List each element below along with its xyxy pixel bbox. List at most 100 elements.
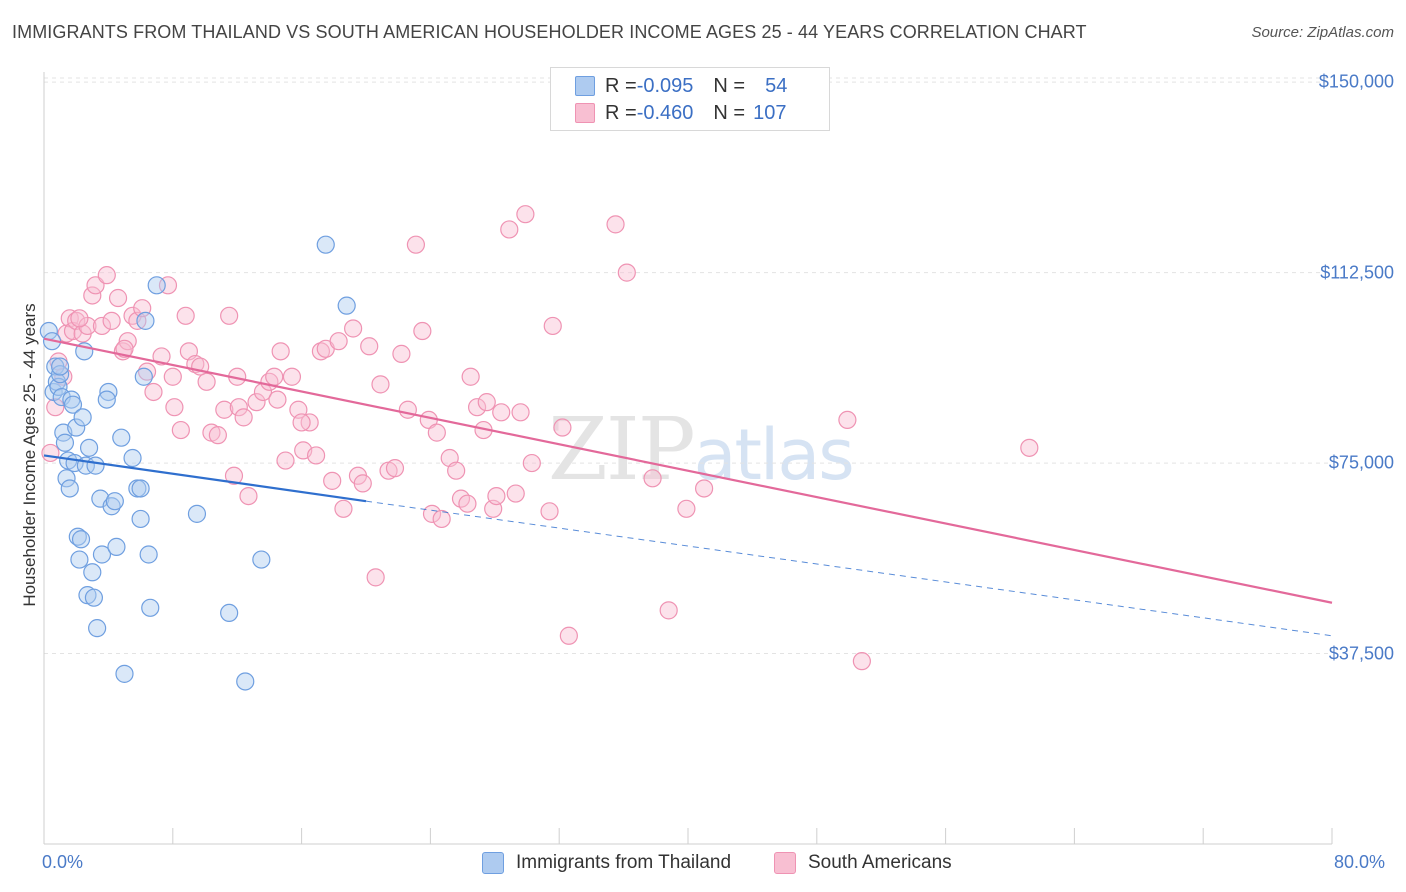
thailand-point (68, 527, 87, 546)
south-point (215, 400, 234, 419)
thailand-point (187, 504, 207, 523)
south-point (137, 362, 157, 381)
thailand-point (136, 311, 155, 330)
thailand-point (83, 563, 102, 582)
south-point (224, 466, 244, 485)
x-tick-label-min: 0.0% (42, 852, 84, 872)
thailand-legend-label: Immigrants from Thailand (516, 852, 732, 873)
thailand-point (79, 438, 99, 457)
thailand-point (60, 479, 79, 498)
south-point (366, 568, 385, 587)
thailand-point (147, 276, 166, 295)
legend-r-value: -0.460 (636, 101, 694, 124)
south-point (543, 316, 562, 336)
thailand-point (134, 367, 153, 386)
thailand-point (141, 598, 160, 617)
south-point (152, 347, 171, 366)
thailand-point (92, 545, 112, 564)
watermark-zip: ZIP (548, 400, 696, 500)
chart-title: IMMIGRANTS FROM THAILAND VS SOUTH AMERIC… (12, 22, 1087, 42)
south-point (41, 443, 60, 463)
thailand-point (84, 588, 104, 607)
y-tick-label: $37,500 (1328, 643, 1394, 664)
watermark-atlas: atlas (693, 414, 855, 496)
thailand-swatch (575, 76, 595, 96)
y-tick-label: $150,000 (1318, 71, 1394, 92)
thailand-point (115, 664, 134, 683)
thailand-legend-swatch (482, 852, 504, 874)
thailand-point (236, 672, 255, 691)
south-point (323, 471, 342, 490)
south-point (220, 306, 239, 325)
thailand-point (107, 537, 126, 556)
y-tick-label: $112,500 (1320, 262, 1394, 283)
thailand-point (131, 479, 150, 498)
legend-n-label: N = (713, 74, 746, 97)
south-point (329, 332, 348, 351)
south-point (477, 393, 496, 412)
thailand-point (63, 395, 83, 414)
south-point (197, 372, 216, 391)
thailand-point (57, 469, 76, 488)
south-americans-points (41, 205, 1039, 671)
thailand-point (71, 530, 91, 549)
south-point (176, 306, 195, 325)
south-point (70, 309, 89, 328)
south-point (234, 408, 253, 427)
south-point (334, 499, 353, 518)
thailand-point (102, 497, 121, 516)
thailand-point (88, 619, 107, 638)
south-point (432, 509, 451, 529)
south-trend-line (43, 337, 1333, 604)
legend-r-label: R = (605, 74, 637, 97)
south-legend-label: South Americans (808, 852, 952, 873)
south-point (115, 339, 134, 358)
south-point (371, 375, 390, 394)
south-point (506, 484, 525, 503)
watermark: ZIPatlas (548, 400, 855, 500)
south-point (516, 205, 535, 224)
south-point (617, 263, 636, 282)
south-point (398, 400, 417, 419)
x-tick-label-max: 80.0% (1334, 852, 1386, 872)
south-point (102, 311, 121, 330)
thailand-point (112, 428, 131, 447)
south-point (360, 337, 379, 356)
south-point (458, 494, 477, 513)
south-point (92, 316, 112, 336)
legend-r-value: -0.095 (636, 74, 694, 97)
south-point (559, 626, 578, 645)
thailand-trend-line (43, 454, 367, 503)
legend-row-thailand: R = -0.095 N = 54 (575, 73, 787, 99)
south-point (694, 479, 714, 498)
south-point (447, 461, 466, 480)
south-point (659, 601, 678, 620)
south-swatch (575, 103, 595, 123)
south-point (522, 453, 541, 473)
south-point (276, 451, 295, 470)
thailand-point (99, 382, 118, 402)
legend-n-value: 54 (765, 74, 788, 97)
south-point (422, 504, 442, 523)
thailand-point (139, 545, 158, 564)
thailand-point (70, 550, 89, 569)
south-point (144, 382, 163, 402)
thailand-point (337, 296, 356, 315)
south-point (540, 502, 559, 521)
south-point (1020, 438, 1039, 457)
south-point (97, 266, 116, 285)
south-point (385, 459, 405, 478)
south-point (265, 367, 284, 386)
thailand-point (50, 357, 70, 376)
thailand-point (131, 509, 150, 529)
grid-lines (44, 77, 1332, 655)
south-point (838, 410, 857, 430)
thailand-point (316, 235, 335, 254)
south-point (487, 486, 506, 506)
south-point (461, 367, 480, 386)
south-point (165, 398, 184, 417)
south-point (282, 367, 302, 386)
thailand-point (55, 433, 75, 452)
south-point (606, 215, 625, 234)
